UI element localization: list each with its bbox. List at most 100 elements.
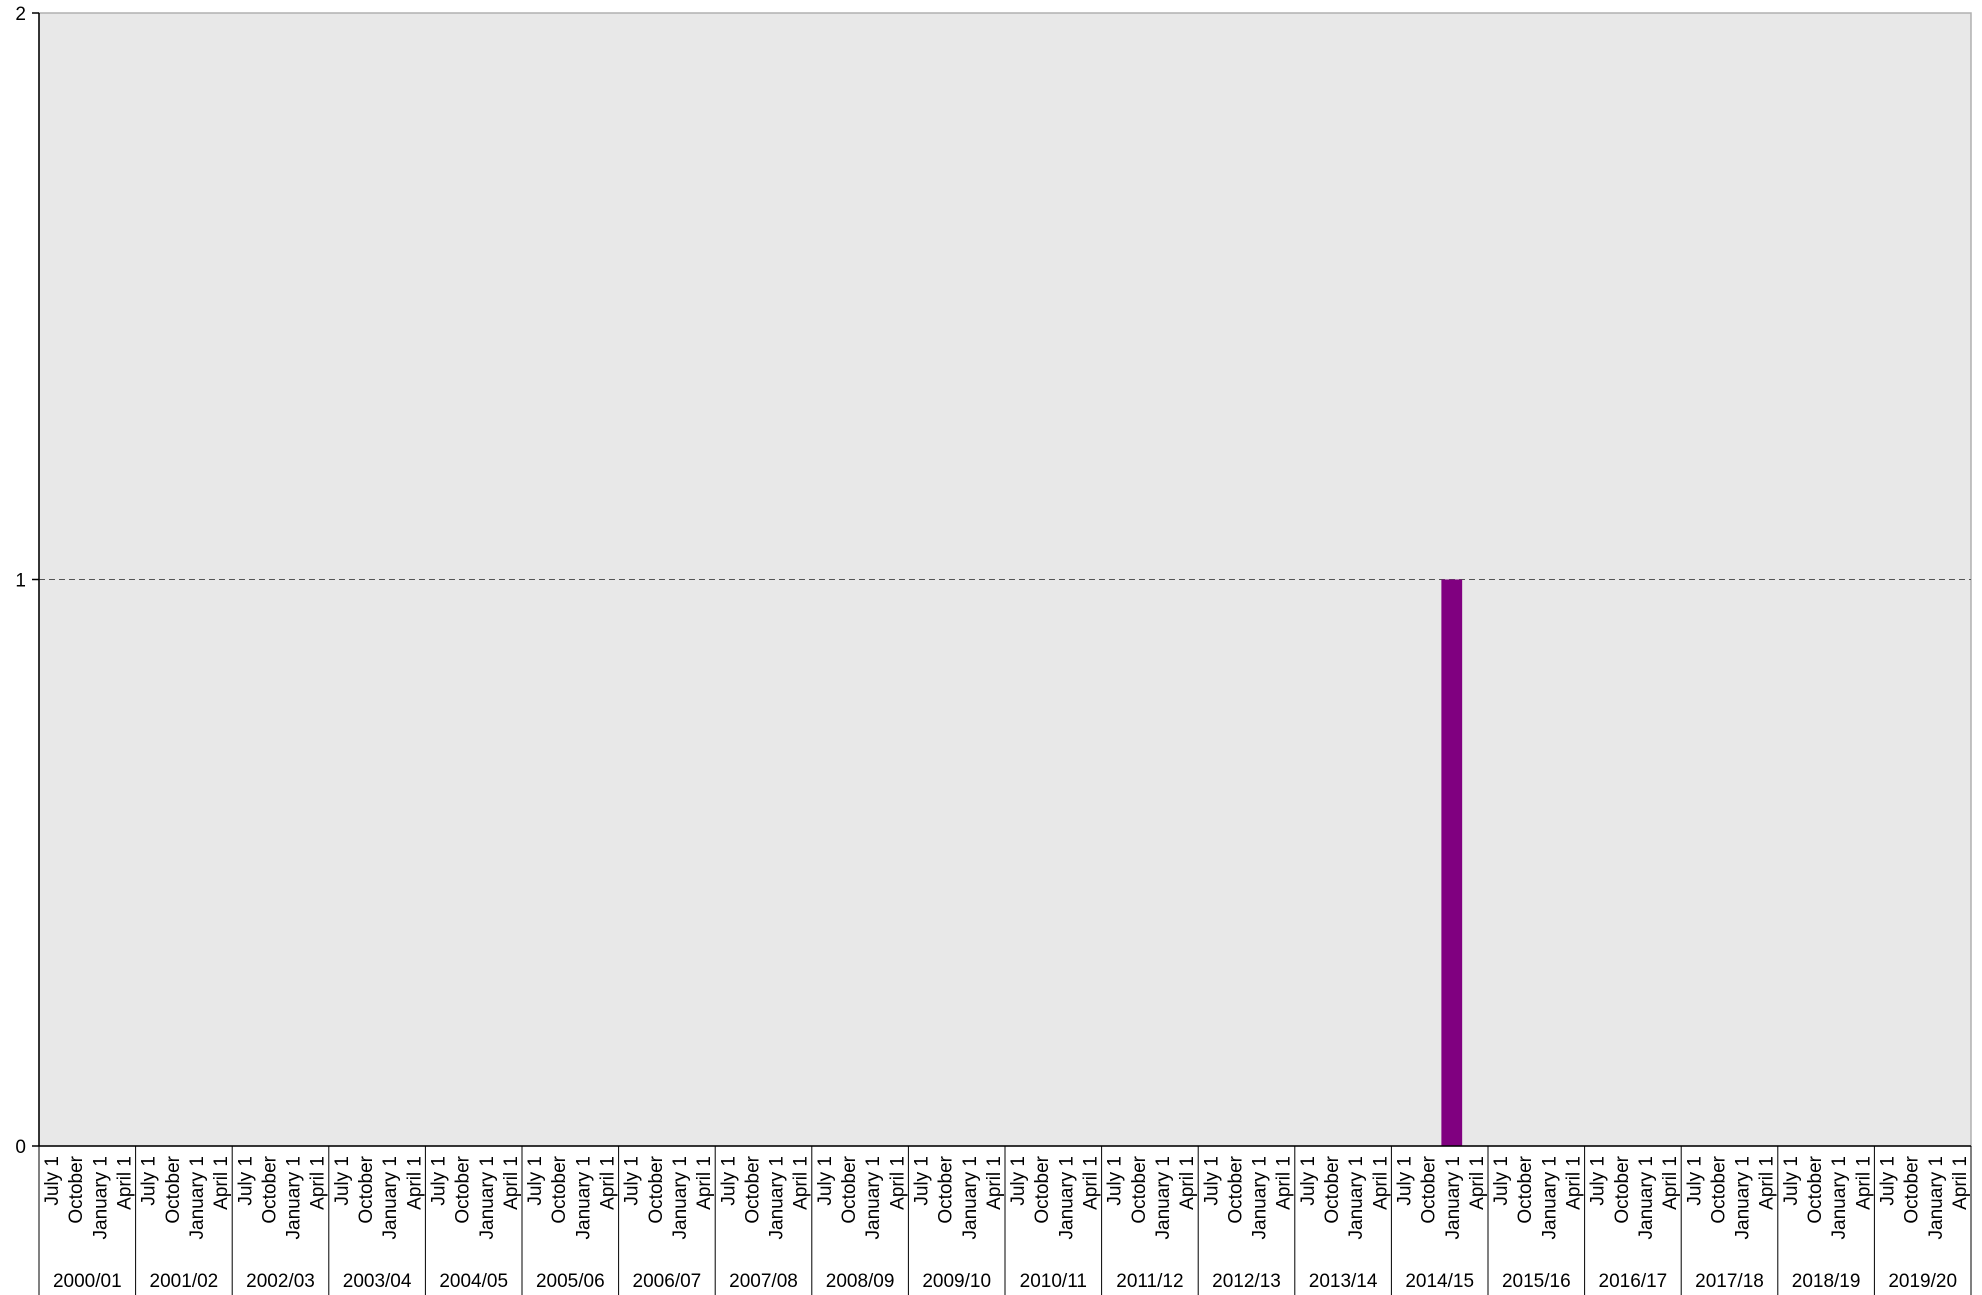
quarter-tick-label: July 1 [1105, 1156, 1126, 1206]
quarter-tick-label: January 1 [1346, 1156, 1367, 1239]
quarter-tick-label: October [936, 1155, 957, 1223]
quarter-tick-label: July 1 [1684, 1156, 1705, 1206]
year-label: 2015/16 [1502, 1271, 1571, 1292]
quarter-tick-label: January 1 [1153, 1156, 1174, 1239]
quarter-tick-label: October [259, 1155, 280, 1223]
quarter-tick-label: January 1 [1539, 1156, 1560, 1239]
quarter-tick-label: October [1322, 1155, 1343, 1223]
quarter-tick-label: October [1708, 1155, 1729, 1223]
quarter-tick-label: July 1 [332, 1156, 353, 1206]
quarter-tick-label: April 1 [308, 1156, 329, 1210]
year-label: 2016/17 [1599, 1271, 1668, 1292]
quarter-tick-label: July 1 [622, 1156, 643, 1206]
year-label: 2003/04 [343, 1271, 412, 1292]
quarter-tick-label: July 1 [428, 1156, 449, 1206]
quarter-tick-label: April 1 [1177, 1156, 1198, 1210]
quarter-tick-label: April 1 [1274, 1156, 1295, 1210]
quarter-tick-label: April 1 [211, 1156, 232, 1210]
quarter-tick-label: July 1 [1781, 1156, 1802, 1206]
year-label: 2002/03 [246, 1271, 315, 1292]
quarter-tick-label: April 1 [1564, 1156, 1585, 1210]
quarter-tick-label: April 1 [1081, 1156, 1102, 1210]
quarter-tick-label: October [1902, 1155, 1923, 1223]
quarter-tick-label: July 1 [42, 1156, 63, 1206]
year-label: 2019/20 [1888, 1271, 1957, 1292]
quarter-tick-label: April 1 [1853, 1156, 1874, 1210]
quarter-tick-label: January 1 [380, 1156, 401, 1239]
year-label: 2001/02 [150, 1271, 219, 1292]
quarter-tick-label: July 1 [718, 1156, 739, 1206]
quarter-tick-label: July 1 [1491, 1156, 1512, 1206]
quarter-tick-label: October [66, 1155, 87, 1223]
year-label: 2018/19 [1792, 1271, 1861, 1292]
quarter-tick-label: October [742, 1155, 763, 1223]
quarter-tick-label: April 1 [404, 1156, 425, 1210]
year-label: 2011/12 [1116, 1271, 1183, 1292]
quarter-tick-label: January 1 [863, 1156, 884, 1239]
x-axis-ticks: July 1 October January 1 April 12000/01July… [38, 1146, 1972, 1295]
quarter-tick-label: October [453, 1155, 474, 1223]
quarter-tick-label: July 1 [1201, 1156, 1222, 1206]
quarter-tick-label: October [839, 1155, 860, 1223]
quarter-tick-label: October [1225, 1155, 1246, 1223]
year-label: 2007/08 [729, 1271, 798, 1292]
year-label: 2005/06 [536, 1271, 605, 1292]
quarter-tick-label: July 1 [1298, 1156, 1319, 1206]
quarter-tick-label: January 1 [477, 1156, 498, 1239]
year-label: 2004/05 [439, 1271, 508, 1292]
year-label: 2009/10 [922, 1271, 991, 1292]
year-label: 2000/01 [53, 1271, 122, 1292]
y-axis-ticks: 0 1 2 [15, 4, 39, 1158]
quarter-tick-label: July 1 [525, 1156, 546, 1206]
quarter-tick-label: October [549, 1155, 570, 1223]
quarter-tick-label: October [1515, 1155, 1536, 1223]
quarter-tick-label: April 1 [1950, 1156, 1971, 1210]
bars [1441, 579, 1463, 1146]
year-label: 2014/15 [1405, 1271, 1474, 1292]
quarter-tick-label: April 1 [1660, 1156, 1681, 1210]
quarter-tick-label: January 1 [1056, 1156, 1077, 1239]
year-label: 2013/14 [1309, 1271, 1378, 1292]
quarter-tick-label: October [356, 1155, 377, 1223]
quarter-tick-label: July 1 [235, 1156, 256, 1206]
quarter-tick-label: April 1 [501, 1156, 522, 1210]
quarter-tick-label: April 1 [1370, 1156, 1391, 1210]
quarter-tick-label: April 1 [598, 1156, 619, 1210]
quarter-tick-label: July 1 [815, 1156, 836, 1206]
quarter-tick-label: October [1129, 1155, 1150, 1223]
quarter-tick-label: January 1 [670, 1156, 691, 1239]
quarter-tick-label: January 1 [1636, 1156, 1657, 1239]
year-label: 2012/13 [1212, 1271, 1281, 1292]
quarter-tick-label: October [1032, 1155, 1053, 1223]
quarter-tick-label: January 1 [1733, 1156, 1754, 1239]
quarter-tick-label: January 1 [1250, 1156, 1271, 1239]
quarter-tick-label: April 1 [1467, 1156, 1488, 1210]
quarter-tick-label: July 1 [1588, 1156, 1609, 1206]
quarter-tick-label: January 1 [573, 1156, 594, 1239]
quarter-tick-label: January 1 [1829, 1156, 1850, 1239]
year-label: 2006/07 [633, 1271, 702, 1292]
quarter-tick-label: January 1 [90, 1156, 111, 1239]
quarter-tick-label: July 1 [1008, 1156, 1029, 1206]
quarter-tick-label: April 1 [984, 1156, 1005, 1210]
quarter-tick-label: April 1 [791, 1156, 812, 1210]
year-label: 2010/11 [1020, 1271, 1087, 1292]
quarter-tick-label: January 1 [767, 1156, 788, 1239]
year-label: 2017/18 [1695, 1271, 1764, 1292]
quarter-tick-label: April 1 [887, 1156, 908, 1210]
quarter-tick-label: October [646, 1155, 667, 1223]
quarter-tick-label: July 1 [1394, 1156, 1415, 1206]
quarter-tick-label: July 1 [911, 1156, 932, 1206]
quarter-tick-label: October [1805, 1155, 1826, 1223]
quarter-tick-label: October [1419, 1155, 1440, 1223]
quarter-tick-label: January 1 [1443, 1156, 1464, 1239]
quarter-tick-label: July 1 [1877, 1156, 1898, 1206]
y-tick-label: 1 [15, 571, 26, 592]
quarter-tick-label: January 1 [187, 1156, 208, 1239]
quarter-tick-label: October [1612, 1155, 1633, 1223]
bar [1441, 579, 1463, 1146]
y-tick-label: 2 [15, 4, 26, 25]
quarter-tick-label: January 1 [960, 1156, 981, 1239]
quarter-tick-label: April 1 [115, 1156, 136, 1210]
